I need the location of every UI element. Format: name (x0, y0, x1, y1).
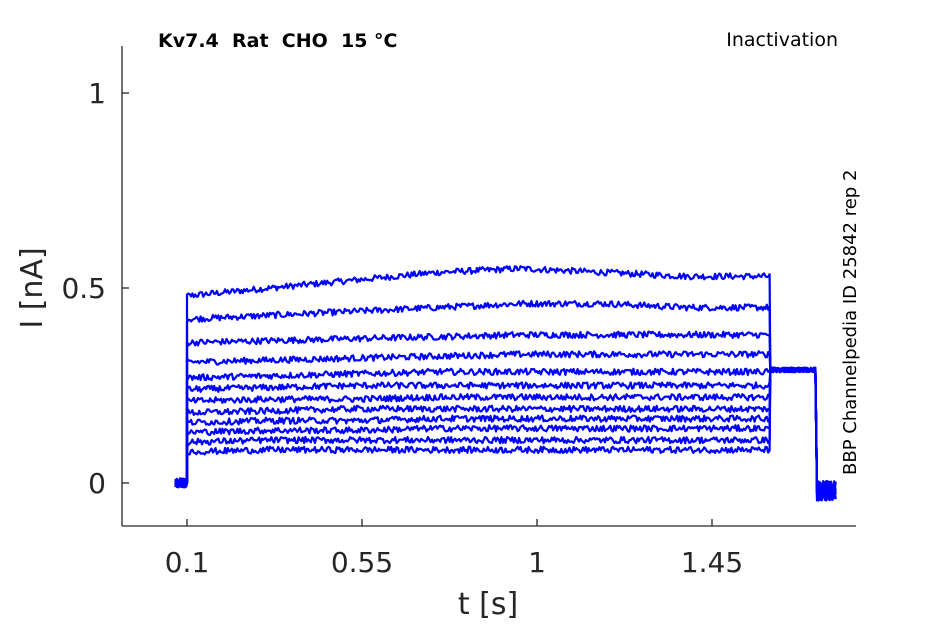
current-traces (174, 265, 837, 502)
current-trace (174, 366, 837, 501)
x-ticks: 0.1 0.55 1 1.45 (165, 519, 743, 579)
current-trace (174, 366, 837, 501)
current-trace (174, 366, 837, 500)
y-tick-label: 1 (88, 77, 106, 110)
y-tick-label: 0 (88, 467, 106, 500)
current-trace (174, 366, 837, 501)
x-axis-label: t [s] (458, 587, 518, 622)
current-trace (174, 350, 837, 499)
current-trace (174, 366, 837, 502)
protocol-label: Inactivation (726, 29, 838, 51)
current-trace (175, 299, 837, 501)
x-tick-label: 1.45 (681, 546, 743, 579)
chart-title: Kv7.4 Rat CHO 15 °C (158, 30, 398, 52)
y-ticks: 00.51 (61, 77, 129, 500)
x-tick-label: 0.55 (331, 546, 393, 579)
current-trace (174, 366, 837, 502)
current-trace (174, 265, 837, 501)
y-axis-label: I [nA] (15, 247, 50, 328)
y-tick-label: 0.5 (61, 272, 106, 305)
x-tick-label: 0.1 (165, 546, 210, 579)
current-trace (174, 366, 837, 502)
side-label: BBP Channelpedia ID 25842 rep 2 (840, 170, 861, 475)
current-trace (174, 366, 837, 502)
current-trace (174, 330, 837, 500)
x-tick-label: 1 (528, 546, 546, 579)
